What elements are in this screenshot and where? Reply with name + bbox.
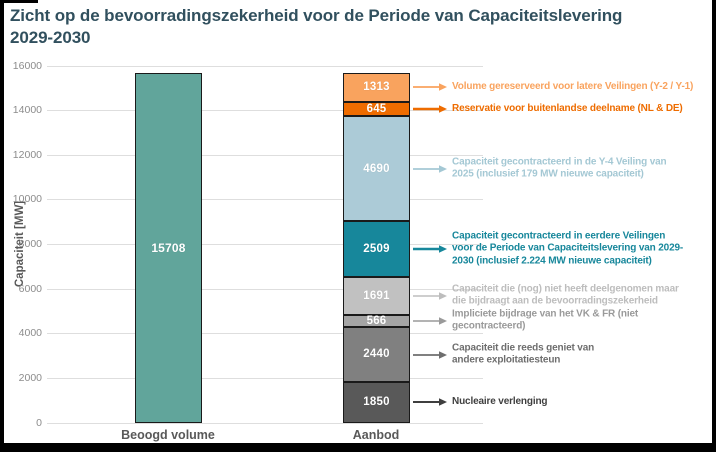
gridline xyxy=(47,244,483,245)
gridline xyxy=(47,288,483,290)
annotation-text: Volume gereserveerd voor latere Veilinge… xyxy=(452,81,714,93)
annotation-text-line: 2025 (inclusief 179 MW nieuwe capaciteit… xyxy=(452,168,644,180)
annotation-arrow-icon xyxy=(413,164,447,173)
gridline xyxy=(47,110,483,112)
frame-border-bottom xyxy=(0,443,716,452)
annotation-text-line: Reservatie voor buitenlandse deelname (N… xyxy=(452,102,683,114)
annotation-arrow-icon xyxy=(413,350,447,359)
page-title-line-2: 2029-2030 xyxy=(10,27,91,47)
annotation-text-line: Capaciteit die reeds geniet van xyxy=(452,342,595,354)
annotation-text-line: Nucleaire verlenging xyxy=(452,396,548,408)
annotation-text: Nucleaire verlenging xyxy=(452,396,714,408)
bar-segment: 2440 xyxy=(343,327,410,382)
page-title-line-1: Zicht op de bevoorradingszekerheid voor … xyxy=(10,6,623,25)
frame-border-left xyxy=(0,0,4,452)
y-tick-label: 0 xyxy=(36,416,42,429)
annotation-text: Capaciteit gecontracteerd in eerdere Vei… xyxy=(452,230,714,267)
annotation-text-line: 2030 (inclusief 2.224 MW nieuwe capacite… xyxy=(452,255,652,267)
annotation-text: Impliciete bijdrage van het VK & FR (nie… xyxy=(452,309,714,334)
stacked-bar-aanbod: 1313 645 4690 2509 1691 566 2440 1850 xyxy=(343,72,410,423)
category-label-beoogd-volume: Beoogd volume xyxy=(121,428,215,442)
segment-value-label: 2509 xyxy=(363,242,390,255)
annotation-text-line: Capaciteit die (nog) niet heeft deelgeno… xyxy=(452,283,679,295)
annotation-text-line: die bijdraagt aan de bevoorradingszekerh… xyxy=(452,295,658,307)
bar-segment: 4690 xyxy=(343,116,410,221)
annotation-text: Reservatie voor buitenlandse deelname (N… xyxy=(452,103,714,115)
bar-segment: 1691 xyxy=(343,276,410,315)
annotation-text-line: Impliciete bijdrage van het VK & FR (nie… xyxy=(452,308,639,320)
annotation-arrow-icon xyxy=(413,245,447,253)
y-tick-label: 14000 xyxy=(12,104,42,117)
frame-border-top-sliver xyxy=(0,0,38,3)
gridline xyxy=(47,422,483,424)
gridline xyxy=(47,199,483,201)
annotation-text: Capaciteit gecontracteerd in de Y-4 Veil… xyxy=(452,156,714,181)
y-tick-label: 16000 xyxy=(12,59,42,72)
gridline xyxy=(47,333,483,335)
annotation-arrow-icon xyxy=(413,291,447,300)
annotation-text-line: Capaciteit gecontracteerd in eerdere Vei… xyxy=(452,230,666,242)
annotation-arrow-icon xyxy=(413,398,447,407)
bar-value-label: 15708 xyxy=(151,240,186,255)
annotation-text-line: voor de Periode van Capaciteitslevering … xyxy=(452,242,684,254)
segment-value-label: 566 xyxy=(366,314,387,327)
y-tick-label: 12000 xyxy=(12,148,42,161)
y-tick-label: 10000 xyxy=(12,193,42,206)
annotation-arrow-icon xyxy=(413,317,447,325)
target-bar-beoogd-volume: 15708 xyxy=(135,72,202,423)
bar-segment: 1850 xyxy=(343,381,410,423)
annotation-arrow-icon xyxy=(413,83,447,92)
bar-segment: 1313 xyxy=(343,72,410,102)
gridline xyxy=(47,65,483,67)
y-tick-label: 8000 xyxy=(18,238,42,250)
annotation-text-line: andere exploitatiesteun xyxy=(452,354,561,366)
category-label-aanbod: Aanbod xyxy=(352,428,400,442)
bar-segment: 566 xyxy=(343,314,410,328)
annotation-text: Capaciteit die (nog) niet heeft deelgeno… xyxy=(452,283,714,308)
gridline xyxy=(47,377,483,379)
segment-value-label: 1313 xyxy=(363,81,390,94)
segment-value-label: 1691 xyxy=(363,289,390,302)
bar-segment: 2509 xyxy=(343,220,410,277)
frame-border-right xyxy=(712,0,716,452)
annotation-text-line: Capaciteit gecontracteerd in de Y-4 Veil… xyxy=(452,156,667,168)
y-tick-label: 4000 xyxy=(18,327,42,340)
y-tick-label: 2000 xyxy=(18,371,42,384)
segment-value-label: 645 xyxy=(366,103,387,116)
segment-value-label: 4690 xyxy=(363,162,390,175)
y-tick-label: 6000 xyxy=(18,282,42,295)
page-title: Zicht op de bevoorradingszekerheid voor … xyxy=(10,5,708,48)
annotation-text-line: gecontracteerd) xyxy=(452,320,526,332)
annotation-arrow-icon xyxy=(413,105,447,113)
segment-value-label: 1850 xyxy=(363,396,390,409)
gridline xyxy=(47,154,483,156)
annotation-text: Capaciteit die reeds geniet van andere ex… xyxy=(452,342,714,367)
bar-segment: 645 xyxy=(343,101,410,117)
annotation-text-line: Volume gereserveerd voor latere Veilinge… xyxy=(452,81,694,93)
segment-value-label: 2440 xyxy=(363,348,390,361)
